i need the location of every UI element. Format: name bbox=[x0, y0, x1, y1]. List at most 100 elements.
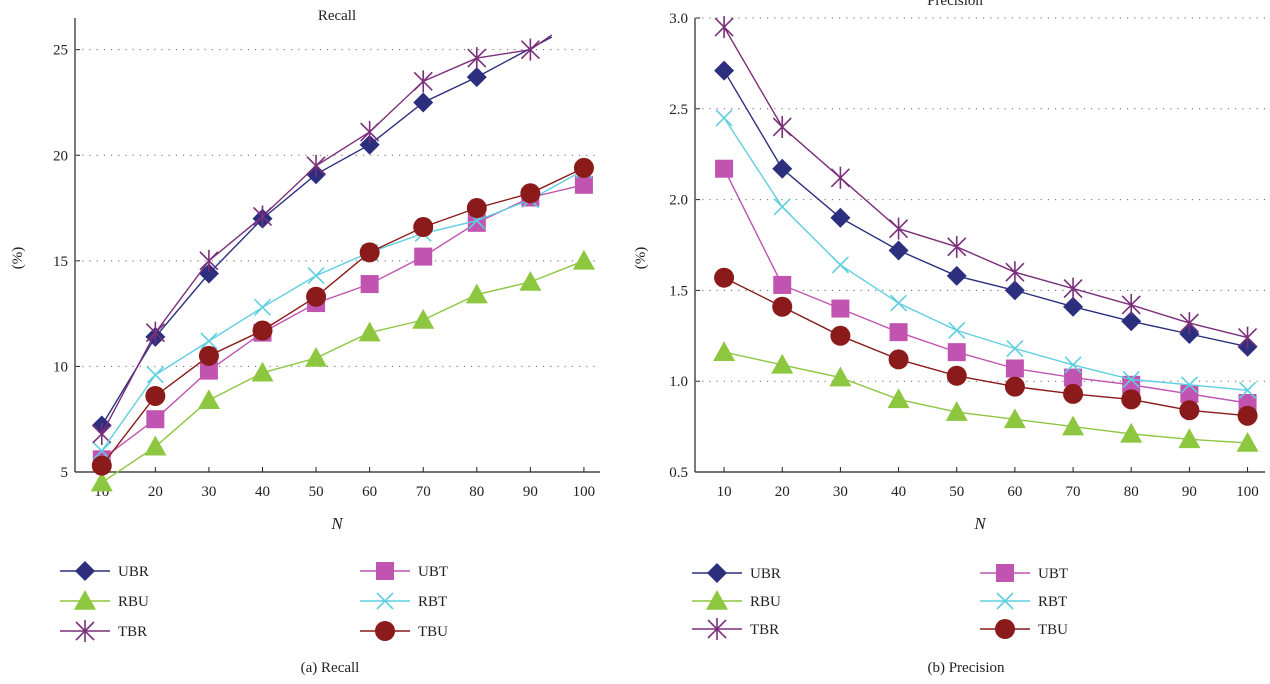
point-tbu bbox=[520, 183, 541, 204]
legend-label: UBR bbox=[750, 566, 781, 582]
point-rbu bbox=[1236, 431, 1259, 452]
point-tbu bbox=[888, 349, 909, 370]
point-ubt bbox=[947, 343, 966, 362]
point-ubt bbox=[1180, 384, 1199, 403]
point-rbu bbox=[144, 435, 167, 456]
legend-label: UBT bbox=[418, 564, 448, 580]
x-tick-label: 30 bbox=[833, 484, 848, 500]
legend-label: RBU bbox=[750, 594, 781, 610]
point-rbu bbox=[572, 249, 595, 270]
x-tick-label: 20 bbox=[148, 484, 163, 500]
legend-marker-tbu bbox=[375, 621, 395, 641]
precision-panel: Precision (%) N 0.5 1.0 1.5 2.0 2.5 3.0 10 20 30… bbox=[633, 0, 1265, 676]
panel-caption: (a) Recall bbox=[301, 660, 360, 676]
point-tbr bbox=[1063, 277, 1083, 300]
point-ubt bbox=[773, 275, 792, 294]
legend-marker-tbr bbox=[75, 620, 95, 642]
x-tick-label: 100 bbox=[573, 484, 596, 500]
series-line-ubt bbox=[101, 184, 585, 460]
legend-label: TBU bbox=[1038, 622, 1068, 638]
precision-grid bbox=[695, 17, 1265, 382]
legend-item-tbr: TBR bbox=[692, 618, 779, 640]
series-line-tbr bbox=[101, 34, 553, 435]
point-rbu bbox=[713, 341, 736, 361]
point-tbr bbox=[714, 16, 734, 39]
point-tbu bbox=[573, 157, 594, 178]
point-ubr bbox=[466, 67, 487, 88]
point-ubr bbox=[946, 265, 967, 286]
series-line-rbt bbox=[723, 117, 1248, 391]
point-tbu bbox=[1063, 383, 1084, 404]
point-tbr bbox=[830, 166, 850, 189]
point-rbu bbox=[771, 353, 794, 374]
precision-legend: UBR RBU TBR UBT RBT TBU bbox=[692, 563, 1068, 640]
legend-marker-tbr bbox=[707, 618, 727, 640]
x-tick-label: 80 bbox=[1124, 484, 1139, 500]
point-ubr bbox=[413, 92, 434, 113]
point-ubt bbox=[715, 159, 734, 178]
point-ubr bbox=[772, 158, 793, 179]
panel-caption: (b) Precision bbox=[927, 660, 1005, 676]
point-rbu bbox=[197, 389, 220, 410]
point-rbt bbox=[715, 109, 733, 127]
point-tbu bbox=[252, 320, 273, 341]
y-tick-label: 20 bbox=[53, 148, 68, 164]
point-rbt bbox=[890, 294, 908, 312]
recall-legend: UBR RBU TBR UBT RBT TBU bbox=[60, 561, 448, 642]
x-tick-label: 70 bbox=[416, 484, 431, 500]
y-tick-label: 2.5 bbox=[669, 102, 688, 118]
y-tick-label: 25 bbox=[53, 43, 68, 59]
point-rbu bbox=[358, 321, 381, 342]
point-ubt bbox=[1005, 359, 1024, 378]
y-tick-label: 0.5 bbox=[669, 465, 688, 481]
precision-axes: 0.5 1.0 1.5 2.0 2.5 3.0 10 20 30 40 50 60 70 80 90 100 bbox=[669, 11, 1265, 500]
x-tick-label: 20 bbox=[775, 484, 790, 500]
point-tbu bbox=[359, 242, 380, 263]
point-tbu bbox=[772, 296, 793, 317]
chart-title: Recall bbox=[318, 8, 356, 24]
legend-item-tbu: TBU bbox=[360, 621, 448, 641]
legend-item-ubr: UBR bbox=[60, 561, 149, 581]
point-tbr bbox=[520, 38, 540, 61]
legend-label: RBT bbox=[418, 594, 447, 610]
point-ubr bbox=[830, 207, 851, 228]
point-ubt bbox=[889, 323, 908, 342]
point-tbu bbox=[830, 325, 851, 346]
legend-item-ubt: UBT bbox=[980, 564, 1068, 582]
legend-marker-rbt bbox=[996, 592, 1014, 610]
series-line-tbr bbox=[723, 26, 1248, 339]
legend-item-ubr: UBR bbox=[692, 563, 781, 583]
point-ubt bbox=[574, 175, 593, 194]
point-tbu bbox=[1179, 400, 1200, 421]
point-tbr bbox=[360, 121, 380, 144]
x-axis-label: N bbox=[330, 514, 344, 533]
point-rbu bbox=[305, 346, 328, 367]
point-rbt bbox=[200, 332, 218, 350]
x-tick-label: 40 bbox=[891, 484, 906, 500]
point-ubr bbox=[714, 60, 735, 81]
legend-item-rbt: RBT bbox=[360, 592, 447, 610]
y-tick-label: 1.0 bbox=[669, 374, 688, 390]
point-tbr bbox=[306, 154, 326, 177]
point-rbt bbox=[93, 442, 111, 460]
point-rbt bbox=[1238, 381, 1257, 399]
x-tick-label: 10 bbox=[717, 484, 732, 500]
legend-item-tbu: TBU bbox=[980, 619, 1068, 639]
legend-label: TBR bbox=[750, 622, 779, 638]
point-rbu bbox=[1062, 415, 1085, 436]
point-rbu bbox=[519, 270, 542, 291]
point-ubt bbox=[831, 299, 850, 318]
legend-marker-tbu bbox=[995, 619, 1015, 639]
point-rbt bbox=[253, 298, 272, 316]
point-tbu bbox=[1121, 389, 1142, 410]
point-rbu bbox=[412, 308, 435, 329]
point-tbu bbox=[1237, 405, 1258, 426]
point-ubt bbox=[199, 361, 218, 380]
point-ubt bbox=[146, 410, 165, 429]
legend-item-rbu: RBU bbox=[692, 590, 781, 610]
y-tick-label: 10 bbox=[53, 359, 68, 375]
point-ubr bbox=[1004, 280, 1025, 301]
point-ubr bbox=[1063, 296, 1084, 317]
